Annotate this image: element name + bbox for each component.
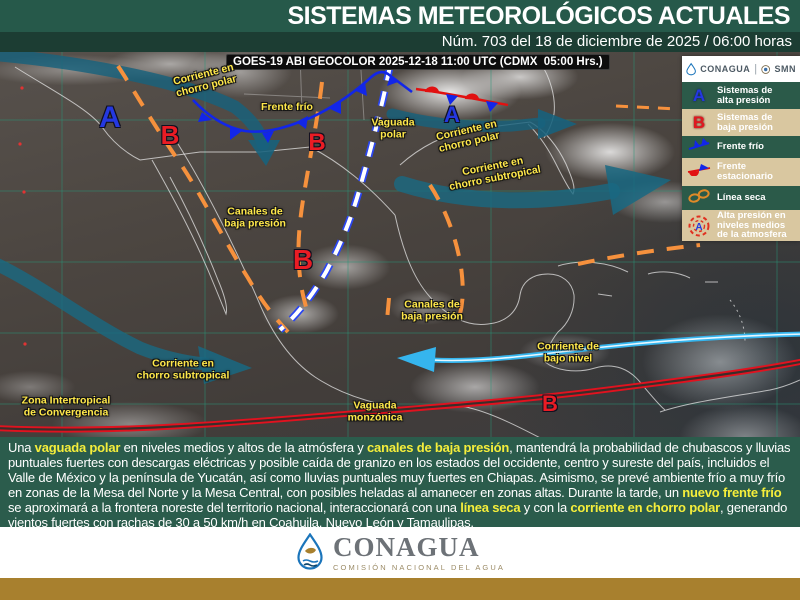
legend-item-mid-level-high: A Alta presión en niveles medios de la a…	[682, 210, 800, 241]
legend: CONAGUA | SMN A Sistemas de alta presión…	[682, 56, 800, 241]
summary-text: Una vaguada polar en niveles medios y al…	[8, 440, 791, 530]
high-pressure-symbol: A	[99, 101, 121, 134]
map-overlays	[0, 52, 800, 437]
map-label-subtropical-jet-west: Corriente en chorro subtropical	[136, 357, 230, 381]
cold-front-icon	[686, 138, 712, 156]
legend-item-label: Sistemas de baja presión	[717, 111, 773, 133]
summary-panel: Una vaguada polar en niveles medios y al…	[0, 437, 800, 530]
dry-line-icon	[686, 188, 712, 208]
conagua-logo: CONAGUA	[700, 64, 751, 74]
storm-markers	[18, 86, 27, 346]
map-label-low-pressure-channels-west: Canales de baja presión	[224, 205, 286, 229]
smn-logo-icon	[761, 64, 771, 74]
stationary-front-icon	[686, 163, 712, 181]
legend-item-label: Línea seca	[717, 192, 766, 204]
map-label-low-pressure-channels-east: Canales de baja presión	[401, 298, 463, 322]
legend-item-stationary-front: Frente estacionario	[682, 158, 800, 186]
legend-item-low-pressure: B Sistemas de baja presión	[682, 109, 800, 136]
summary-highlight: corriente en chorro polar	[570, 499, 720, 515]
cold-front-line	[192, 70, 413, 143]
summary-segment: , mantendrá la probabilidad de chubascos…	[8, 440, 791, 500]
smn-logo: SMN	[774, 64, 796, 74]
low-pressure-symbol: B	[308, 129, 326, 156]
map-label-low-level-current: Corriente de bajo nivel	[537, 340, 599, 364]
legend-item-dry-line: Línea seca	[682, 186, 800, 210]
legend-item-high-pressure: A Sistemas de alta presión	[682, 82, 800, 109]
footer-tagline: COMISIÓN NACIONAL DEL AGUA	[333, 562, 505, 572]
summary-segment: Una	[8, 440, 35, 455]
summary-highlight: vaguada polar	[34, 440, 121, 455]
satellite-caption: GOES-19 ABI GEOCOLOR 2025-12-18 11:00 UT…	[226, 54, 610, 70]
low-pressure-symbol: B	[292, 244, 314, 275]
legend-item-label: Sistemas de alta presión	[717, 84, 773, 106]
map-label-itcz: Zona Intertropical de Convergencia	[21, 394, 111, 418]
map-label-cold-front: Frente frío	[261, 101, 313, 114]
weather-map: GOES-19 ABI GEOCOLOR 2025-12-18 11:00 UT…	[0, 52, 800, 437]
footer-brand: CONAGUA	[333, 531, 480, 562]
logo-divider: |	[754, 63, 758, 75]
summary-highlight: nuevo frente frío	[682, 484, 782, 500]
gold-band	[0, 578, 800, 600]
svg-text:A: A	[695, 222, 702, 233]
polar-trough-line	[277, 65, 394, 333]
header-bar: SISTEMAS METEOROLÓGICOS ACTUALES	[0, 0, 800, 32]
legend-item-cold-front: Frente frío	[682, 136, 800, 158]
page-title: SISTEMAS METEOROLÓGICOS ACTUALES	[287, 2, 790, 30]
low-pressure-symbol: B	[160, 120, 180, 150]
itcz-line	[0, 358, 800, 433]
stationary-front-line	[415, 86, 509, 112]
map-label-polar-trough: Vaguada polar	[371, 116, 415, 140]
summary-segment: y con la	[520, 499, 571, 515]
summary-highlight: línea seca	[460, 499, 521, 515]
summary-segment: , generando vientos fuertes con rachas d…	[8, 499, 788, 530]
summary-segment: en niveles medios y altos de la atmósfer…	[120, 440, 368, 455]
low-level-current-arrow	[397, 331, 800, 372]
bulletin-number: Núm. 703 del 18 de diciembre de 2025 / 0…	[441, 33, 792, 50]
jet-stream-bands	[0, 52, 671, 384]
low-pressure-symbol: B	[542, 391, 558, 416]
summary-segment: se aproximará a la frontera noreste del …	[8, 499, 461, 515]
legend-item-label: Alta presión en niveles medios de la atm…	[717, 209, 787, 241]
subheader-bar: Núm. 703 del 18 de diciembre de 2025 / 0…	[0, 32, 800, 52]
high-pressure-symbol: A	[444, 102, 460, 127]
conagua-footer-logo: CONAGUA COMISIÓN NACIONAL DEL AGUA	[295, 531, 505, 573]
graticule	[0, 52, 800, 437]
legend-logos-row: CONAGUA | SMN	[682, 56, 800, 82]
water-drop-icon	[297, 532, 323, 570]
mid-level-high-icon: A	[686, 214, 712, 238]
footer: CONAGUA COMISIÓN NACIONAL DEL AGUA	[0, 527, 800, 578]
legend-item-label: Frente frío	[717, 141, 764, 153]
map-label-monsoon-trough: Vaguada monzónica	[347, 399, 403, 423]
legend-item-label: Frente estacionario	[717, 161, 773, 182]
high-pressure-icon: A	[692, 85, 706, 105]
low-pressure-icon: B	[692, 112, 706, 132]
water-drop-icon	[686, 62, 696, 76]
summary-highlight: canales de baja presión	[367, 440, 510, 455]
